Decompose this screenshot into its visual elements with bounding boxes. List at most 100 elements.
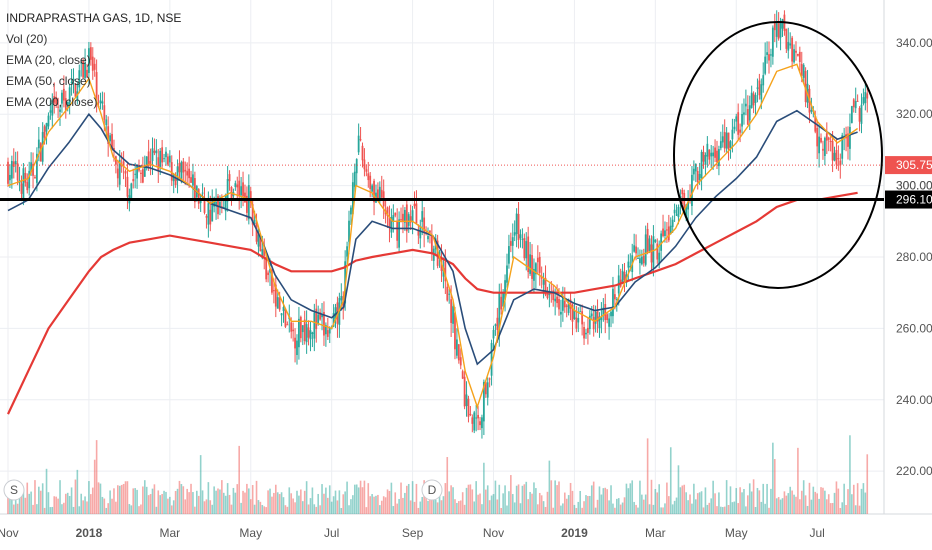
volume-bar (704, 487, 707, 514)
candle-body (261, 249, 264, 259)
legend-ema50[interactable]: EMA (50, close) (6, 74, 91, 88)
candle-body (205, 216, 208, 218)
candle-body (217, 196, 219, 215)
candle-body (284, 308, 287, 327)
volume-bar (762, 483, 765, 514)
candle-body (126, 176, 129, 197)
candle-body (180, 162, 183, 179)
volume-bar (157, 490, 160, 514)
volume-bar (598, 486, 601, 514)
volume-bar (590, 485, 593, 514)
volume-bar (107, 503, 109, 514)
candle-body (319, 312, 322, 320)
candle-body (361, 145, 364, 161)
volume-bar (469, 484, 472, 514)
volume-bar (305, 481, 308, 514)
candle-body (24, 172, 27, 183)
candle-body (263, 246, 266, 256)
volume-bar (511, 494, 514, 514)
support-price-label: 296.10 (896, 193, 932, 207)
legend-ema20[interactable]: EMA (20, close) (6, 53, 91, 67)
candle-body (324, 324, 327, 335)
volume-bar (849, 435, 851, 514)
candle-body (207, 203, 210, 225)
candle-body (371, 185, 374, 192)
volume-bar (824, 490, 826, 514)
volume-bar (124, 481, 127, 514)
volume-bar (221, 480, 223, 514)
candle-body (161, 147, 164, 163)
candle-body (415, 203, 418, 224)
candle-body (475, 417, 478, 419)
legend-ema200[interactable]: EMA (200, close) (6, 95, 98, 109)
candle-body (228, 174, 231, 182)
volume-bar (319, 505, 321, 514)
volume-bar (581, 507, 583, 514)
volume-bar (712, 480, 714, 514)
time-tick-label: Sep (402, 526, 424, 540)
candle-body (51, 103, 54, 116)
volume-bar (105, 507, 108, 514)
volume-bar (373, 496, 375, 514)
time-tick-label: May (725, 526, 748, 540)
time-axis[interactable]: Nov 2018 Mar May Jul Sep Nov 2019 Mar May Jul (0, 526, 825, 540)
volume-bar (721, 507, 724, 514)
candle-body (163, 158, 165, 160)
candle-body (627, 261, 630, 268)
volume-bar (346, 481, 348, 514)
time-tick-label: Nov (483, 526, 504, 540)
candle-body (367, 173, 370, 181)
volume-bar (548, 460, 551, 514)
candle-body (240, 186, 243, 196)
volume-bar (525, 481, 528, 514)
price-tick-label: 300.00 (896, 179, 932, 193)
volume-bar (406, 485, 408, 514)
last-price-tag (885, 156, 932, 175)
volume-bar (248, 488, 250, 514)
volume-bar (186, 488, 188, 514)
candle-body (823, 137, 826, 156)
candle-body (718, 149, 720, 167)
volume-bar (583, 501, 585, 514)
candle-body (862, 97, 865, 104)
volume-bar (479, 493, 481, 514)
candle-body (357, 135, 360, 153)
volume-bar (743, 489, 745, 514)
volume-bar (843, 483, 845, 514)
volume-bar (365, 507, 368, 514)
candle-body (350, 207, 352, 215)
volume-bar (315, 506, 318, 514)
volume-bar (471, 489, 474, 514)
price-axis[interactable]: 220.00 240.00 260.00 280.00 300.00 320.00 340.… (885, 36, 932, 478)
volume-bar (654, 489, 657, 514)
candle-body (452, 306, 454, 324)
chart-legend: INDRAPRASTHA GAS, 1D, NSE Vol (20) EMA (… (6, 8, 181, 113)
volume-bar (12, 504, 15, 514)
time-tick-label: Jul (324, 526, 339, 540)
candle-body (305, 324, 308, 343)
candle-body (737, 112, 740, 135)
volume-bar (294, 502, 296, 514)
volume-bar (57, 498, 59, 514)
candle-body (654, 239, 657, 242)
volume-bar (656, 492, 659, 514)
volume-bar (197, 495, 200, 514)
volume-bar (138, 506, 140, 514)
volume-bar (88, 481, 90, 514)
candle-body (544, 277, 547, 295)
volume-bar (165, 491, 167, 514)
candle-body (531, 255, 533, 279)
candle-body (467, 398, 470, 417)
volume-bar (777, 497, 780, 514)
volume-bar (446, 457, 449, 514)
candle-body (538, 256, 541, 273)
volume-bar (745, 506, 747, 514)
candle-body (571, 304, 574, 322)
candle-body (136, 165, 138, 179)
volume-bar (415, 483, 418, 514)
legend-volume[interactable]: Vol (20) (6, 32, 48, 46)
volume-bar (392, 506, 395, 514)
candle-body (490, 342, 493, 376)
volume-bar (531, 493, 533, 514)
